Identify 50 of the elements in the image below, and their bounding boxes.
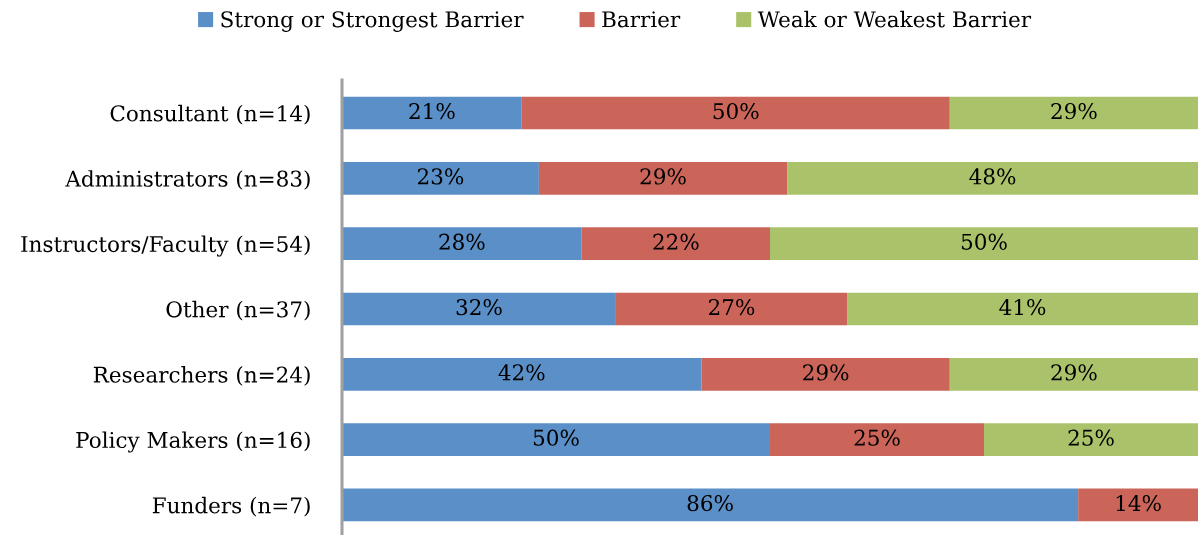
legend-label: Weak or Weakest Barrier: [757, 10, 1032, 28]
bar: [949, 357, 1198, 391]
data-label: 29%: [1051, 364, 1097, 381]
data-label: 32%: [456, 298, 502, 316]
y-tick-label: Researchers (n=24): [93, 366, 310, 386]
bar: [949, 96, 1198, 130]
data-label: 29%: [640, 168, 686, 185]
y-tick-label: Administrators (n=83): [65, 170, 310, 190]
data-label: 41%: [999, 298, 1046, 316]
data-label: 22%: [653, 233, 699, 250]
data-label: 29%: [803, 364, 849, 381]
bar: [701, 357, 950, 391]
data-label: 50%: [713, 102, 759, 120]
data-label: 50%: [533, 429, 579, 446]
bar: [342, 292, 616, 326]
data-label: 25%: [1068, 429, 1114, 446]
bar: [342, 488, 1079, 522]
bar: [770, 423, 984, 456]
y-tick-label: Policy Makers (n=16): [76, 431, 310, 453]
bar: [342, 357, 702, 391]
data-label: 14%: [1116, 494, 1161, 512]
data-label: 48%: [969, 168, 1016, 185]
bar: [847, 292, 1198, 326]
legend-label: Strong or Strongest Barrier: [221, 11, 524, 32]
bar: [342, 161, 539, 195]
data-label: 25%: [854, 429, 900, 446]
y-tick-label: Instructors/Faculty (n=54): [21, 235, 310, 257]
data-label: 27%: [709, 298, 755, 316]
bar: [984, 423, 1198, 456]
data-label: 23%: [417, 168, 464, 185]
bar: [770, 227, 1198, 260]
bar: [342, 423, 770, 456]
data-label: 50%: [961, 233, 1007, 250]
data-label: 42%: [498, 364, 545, 381]
data-label: 21%: [409, 102, 455, 120]
data-label: 29%: [1051, 102, 1097, 120]
data-label: 28%: [439, 233, 485, 250]
y-tick-label: Funders (n=7): [152, 496, 310, 517]
bar: [342, 227, 582, 260]
bar: [521, 96, 950, 130]
data-label: 86%: [687, 494, 733, 512]
bar: [538, 161, 788, 195]
bar: [787, 161, 1198, 195]
bar: [1078, 488, 1198, 522]
bar: [581, 227, 770, 260]
y-tick-label: Other (n=37): [166, 300, 310, 321]
bar: [615, 292, 848, 326]
bar: [342, 96, 522, 130]
y-tick-label: Consultant (n=14): [110, 104, 310, 125]
legend-label: Barrier: [602, 11, 681, 28]
